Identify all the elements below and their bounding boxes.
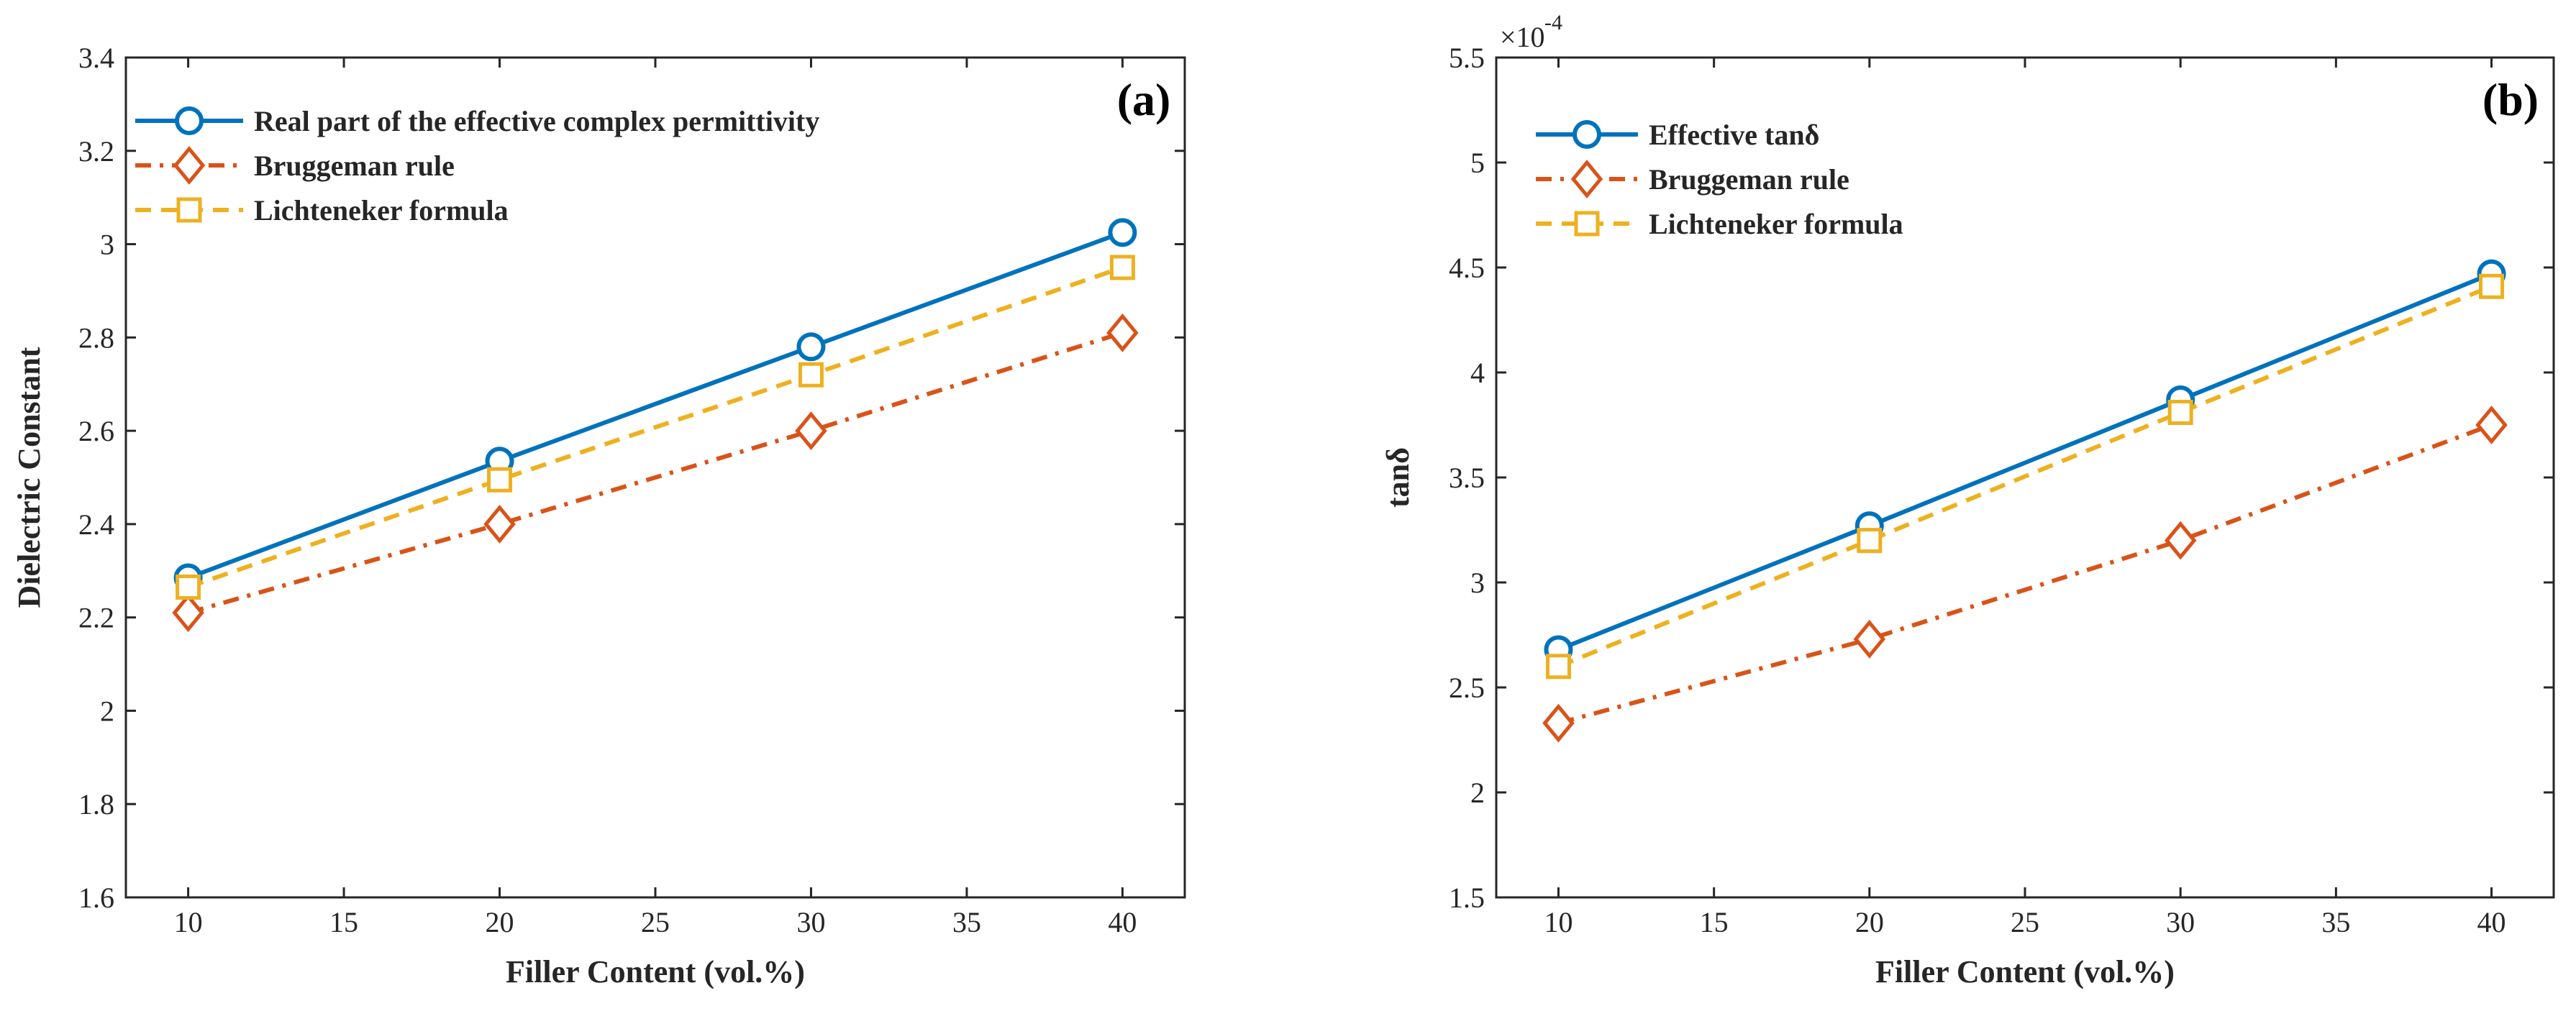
y-tick-label: 5.5 [1449,42,1485,74]
data-point-series-2 [1106,313,1139,352]
series-line-3 [187,265,1124,590]
x-tick-label: 15 [1700,906,1729,938]
legend-entry: Bruggeman rule [1649,163,1849,196]
series-line-1 [187,230,1124,580]
y-tick-label: 3.2 [78,135,114,168]
panel-label: (b) [2482,74,2539,125]
y-tick-label: 1.8 [78,788,114,820]
axes-box [124,56,1186,899]
data-point-series-1 [796,332,826,362]
y-exponent-label: ×10 [1500,21,1545,53]
y-tick-label: 3.4 [78,42,114,74]
x-tick-label: 30 [796,906,825,938]
panel-label: (a) [1117,74,1171,125]
legend-marker [1570,160,1603,198]
legend-entry: Real part of the effective complex permi… [254,105,819,137]
data-point-series-2 [2164,521,2197,560]
legend-entry: Lichteneker formula [1649,208,1903,240]
series-line-2 [187,330,1124,616]
legend-marker [1573,120,1601,149]
x-tick-label: 20 [486,906,514,938]
x-tick-label: 10 [174,906,203,938]
x-tick-label: 25 [641,906,670,938]
series-line-3 [1557,284,2493,669]
y-tick-label: 2.6 [78,415,114,447]
x-tick-label: 15 [329,906,358,938]
y-tick-label: 3.5 [1449,462,1485,494]
y-tick-label: 2.2 [78,602,114,634]
series-line-1 [1557,271,2493,652]
data-point-series-2 [172,593,204,633]
data-point-series-3 [176,574,201,600]
x-axis-label: Filler Content (vol.%) [506,954,805,989]
x-tick-label: 30 [2166,906,2195,938]
y-axis-label: tanδ [1380,447,1416,508]
x-tick-label: 40 [1108,906,1137,938]
legend-marker [175,106,204,135]
legend-entry: Effective tanδ [1649,119,1819,151]
y-tick-label: 2 [1470,777,1485,809]
y-tick-label: 3 [1470,567,1485,599]
y-tick-label: 2 [100,695,114,727]
data-point-series-2 [483,504,516,544]
y-tick-label: 5 [1470,147,1485,179]
data-point-series-2 [1853,619,1886,659]
x-tick-label: 35 [2321,906,2350,938]
data-point-series-3 [1545,654,1571,680]
data-point-series-3 [798,362,824,388]
legend-entry: Bruggeman rule [254,150,455,182]
y-tick-label: 2.5 [1449,672,1485,704]
data-point-series-3 [2479,273,2505,299]
data-point-series-2 [2475,406,2508,444]
x-tick-label: 35 [952,906,981,938]
y-tick-label: 4 [1470,357,1485,389]
data-point-series-1 [1108,218,1137,247]
data-point-series-3 [1109,255,1135,280]
series-line-2 [1557,423,2493,726]
x-tick-label: 20 [1855,906,1884,938]
data-point-series-3 [1857,528,1883,554]
y-tick-label: 3 [100,229,114,261]
x-axis-label: Filler Content (vol.%) [1875,954,2175,989]
chart-panel-a: 10 15 20 25 30 35 40 1.6 1.8 2 2.2 2.4 2.6 2.8 3 3.2 3.4… [12,42,1186,989]
y-tick-label: 1.6 [78,882,114,914]
legend-marker [1574,211,1600,237]
data-point-series-3 [487,467,513,493]
y-tick-label: 1.5 [1449,882,1485,914]
y-axis-label: Dielectric Constant [12,347,47,608]
y-tick-label: 2.8 [78,321,114,354]
y-tick-label: 2.4 [78,508,114,541]
data-point-series-2 [1542,703,1575,743]
x-tick-label: 25 [2011,906,2039,938]
data-point-series-3 [2167,399,2193,425]
legend-marker [173,146,206,185]
axes-box [1495,56,2555,899]
legend-entry: Lichteneker formula [254,194,509,227]
y-exponent-power: -4 [1544,11,1562,35]
x-tick-label: 40 [2477,906,2506,938]
chart-panel-b: 10 15 20 25 30 35 40 1.5 2 2.5 3 3.5 4 4.5 5 5.5 Filler … [1380,11,2555,989]
data-point-series-2 [795,411,827,451]
y-tick-label: 4.5 [1449,252,1485,284]
legend-marker [176,197,202,223]
x-tick-label: 10 [1544,906,1573,938]
